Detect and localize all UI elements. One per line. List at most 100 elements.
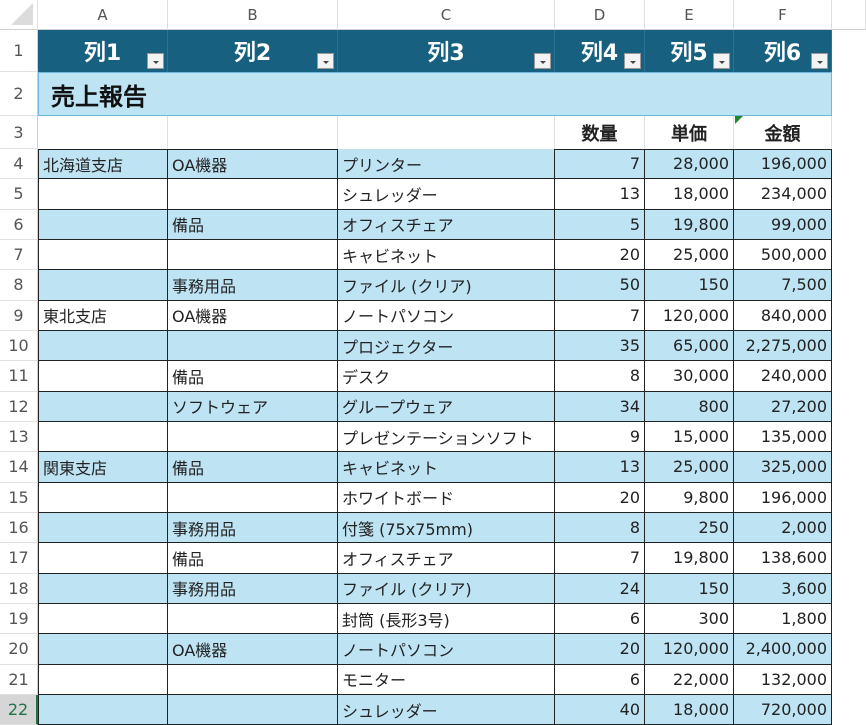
data-cell[interactable]: 18,000 [645,179,734,210]
data-cell[interactable]: ファイル (クリア) [338,573,555,604]
data-cell[interactable]: 関東支店 [38,452,168,483]
data-cell[interactable]: 備品 [168,452,338,483]
table-header-cell[interactable]: 列6 [734,30,832,72]
data-cell[interactable]: 138,600 [734,543,832,574]
data-cell[interactable]: 19,800 [645,543,734,574]
data-cell[interactable]: 325,000 [734,452,832,483]
data-cell[interactable]: 6 [555,664,645,695]
data-cell[interactable]: 7 [555,543,645,574]
data-cell[interactable]: 65,000 [645,330,734,362]
data-cell[interactable] [38,482,168,513]
row-header-3[interactable]: 3 [0,116,38,149]
data-cell[interactable]: 9,800 [645,482,734,513]
column-header-C[interactable]: C [338,0,555,30]
filter-dropdown-icon[interactable] [317,53,334,69]
row-header-11[interactable]: 11 [0,361,38,392]
data-cell[interactable] [38,694,168,725]
data-cell[interactable] [38,270,168,301]
data-cell[interactable]: 28,000 [645,149,734,180]
data-cell[interactable]: 150 [645,573,734,604]
column-header-A[interactable]: A [38,0,168,30]
table-header-cell[interactable]: 列5 [645,30,734,72]
row-header-1[interactable]: 1 [0,30,38,72]
data-cell[interactable] [38,239,168,271]
data-cell[interactable]: シュレッダー [338,179,555,210]
data-cell[interactable]: OA機器 [168,300,338,331]
data-cell[interactable]: 99,000 [734,209,832,240]
subheader-cell[interactable] [168,116,338,149]
row-header-18[interactable]: 18 [0,573,38,604]
data-cell[interactable]: 50 [555,270,645,301]
data-cell[interactable] [168,421,338,453]
data-cell[interactable]: 20 [555,634,645,665]
row-header-15[interactable]: 15 [0,482,38,513]
data-cell[interactable]: 7,500 [734,270,832,301]
filter-dropdown-icon[interactable] [147,53,164,69]
table-header-cell[interactable]: 列1 [38,30,168,72]
data-cell[interactable] [38,361,168,392]
data-cell[interactable] [38,603,168,635]
column-header-F[interactable]: F [734,0,832,30]
data-cell[interactable]: 20 [555,482,645,513]
data-cell[interactable]: 備品 [168,543,338,574]
data-cell[interactable]: 7 [555,300,645,331]
row-header-14[interactable]: 14 [0,452,38,483]
data-cell[interactable]: モニター [338,664,555,695]
row-header-6[interactable]: 6 [0,209,38,240]
data-cell[interactable]: シュレッダー [338,694,555,725]
subheader-cell[interactable] [338,116,555,149]
data-cell[interactable] [38,634,168,665]
data-cell[interactable]: 9 [555,421,645,453]
row-header-17[interactable]: 17 [0,543,38,574]
row-header-9[interactable]: 9 [0,300,38,331]
data-cell[interactable]: 3,600 [734,573,832,604]
data-cell[interactable]: 1,800 [734,603,832,635]
row-header-7[interactable]: 7 [0,239,38,271]
data-cell[interactable] [38,664,168,695]
data-cell[interactable]: プレゼンテーションソフト [338,421,555,453]
data-cell[interactable]: ファイル (クリア) [338,270,555,301]
data-cell[interactable]: 27,200 [734,391,832,422]
data-cell[interactable]: 2,275,000 [734,330,832,362]
data-cell[interactable]: OA機器 [168,149,338,180]
subheader-cell[interactable] [38,116,168,149]
row-header-20[interactable]: 20 [0,634,38,665]
data-cell[interactable] [168,694,338,725]
data-cell[interactable]: 250 [645,512,734,544]
data-cell[interactable]: ソフトウェア [168,391,338,422]
filter-dropdown-icon[interactable] [713,53,730,69]
title-cell[interactable]: 売上報告 [38,72,832,116]
row-header-22[interactable]: 22 [0,694,38,725]
column-header-G[interactable] [832,0,866,30]
data-cell[interactable]: 8 [555,361,645,392]
data-cell[interactable] [38,179,168,210]
data-cell[interactable]: オフィスチェア [338,543,555,574]
table-header-cell[interactable]: 列4 [555,30,645,72]
row-header-8[interactable]: 8 [0,270,38,301]
subheader-cell[interactable]: 数量 [555,116,645,149]
row-header-10[interactable]: 10 [0,330,38,362]
data-cell[interactable] [168,330,338,362]
data-cell[interactable]: 15,000 [645,421,734,453]
table-header-cell[interactable]: 列2 [168,30,338,72]
data-cell[interactable]: 30,000 [645,361,734,392]
data-cell[interactable]: 120,000 [645,634,734,665]
row-header-19[interactable]: 19 [0,603,38,635]
data-cell[interactable] [38,330,168,362]
data-cell[interactable]: 34 [555,391,645,422]
data-cell[interactable]: 20 [555,239,645,271]
row-header-4[interactable]: 4 [0,149,38,180]
table-header-cell[interactable]: 列3 [338,30,555,72]
data-cell[interactable]: 500,000 [734,239,832,271]
data-cell[interactable]: 事務用品 [168,573,338,604]
data-cell[interactable]: 25,000 [645,239,734,271]
data-cell[interactable]: 18,000 [645,694,734,725]
data-cell[interactable]: 22,000 [645,664,734,695]
data-cell[interactable]: 8 [555,512,645,544]
column-header-D[interactable]: D [555,0,645,30]
data-cell[interactable]: 13 [555,452,645,483]
data-cell[interactable]: キャビネット [338,239,555,271]
data-cell[interactable] [38,421,168,453]
subheader-cell[interactable]: 単価 [645,116,734,149]
data-cell[interactable]: 備品 [168,361,338,392]
